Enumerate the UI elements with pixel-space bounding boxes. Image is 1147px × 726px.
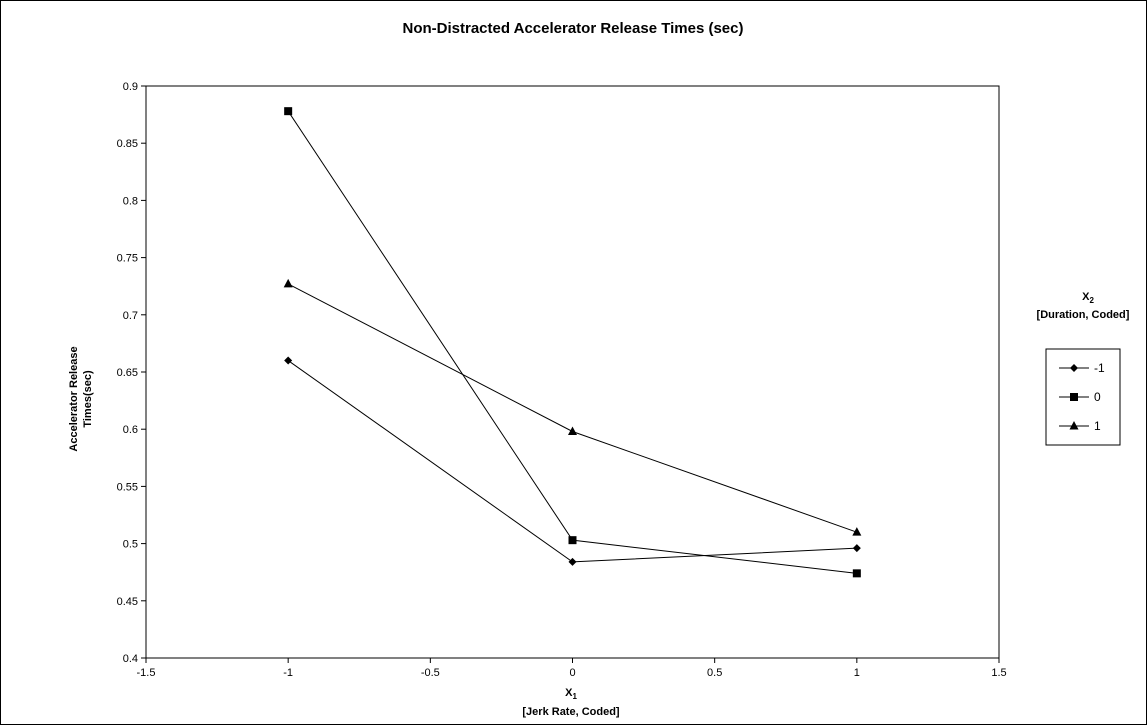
y-tick-label: 0.55 (117, 481, 138, 493)
legend-title-main: X (1082, 291, 1090, 303)
legend-title-detail: [Duration, Coded] (1037, 309, 1130, 321)
x-tick-label: -1.5 (137, 667, 156, 679)
legend-item: 0 (1059, 390, 1101, 404)
legend-title-sub: 2 (1089, 296, 1094, 305)
data-point-triangle (568, 426, 577, 435)
series-layer (283, 107, 862, 578)
legend-marker-diamond (1070, 364, 1078, 372)
legend-title: X2 (1082, 291, 1094, 305)
x-tick-label: -1 (283, 667, 293, 679)
y-tick-label: 0.8 (123, 195, 138, 207)
legend-item: -1 (1059, 361, 1105, 375)
y-axis-label-line2: Times(sec) (82, 370, 94, 428)
series-diamond (284, 356, 861, 566)
ticks: 0.4 0.45 0.5 0.55 0.6 0.65 0.7 0.75 0.8 0.85 0.9 -1… (117, 81, 1007, 679)
data-point-diamond (568, 557, 577, 566)
plot-area (145, 85, 1000, 659)
legend: -1 0 1 (1045, 348, 1121, 446)
y-tick-label: 0.4 (123, 653, 138, 665)
y-tick-label: 0.45 (117, 596, 138, 608)
x-tick-label: 0.5 (707, 667, 722, 679)
x-tick-label: 0 (569, 667, 575, 679)
x-axis-label: X1 (565, 687, 577, 701)
y-tick-label: 0.7 (123, 310, 138, 322)
legend-label: 0 (1094, 390, 1101, 404)
y-tick-label: 0.65 (117, 367, 138, 379)
data-point-triangle (852, 527, 862, 536)
x-tick-label: -0.5 (421, 667, 440, 679)
data-point-square (568, 536, 577, 545)
legend-marker-square (1070, 393, 1078, 401)
data-point-diamond (284, 356, 293, 365)
data-point-triangle (283, 278, 293, 288)
x-tick-label: 1 (854, 667, 860, 679)
series-square (284, 107, 861, 578)
y-tick-label: 0.9 (123, 81, 138, 93)
x-axis-label-detail: [Jerk Rate, Coded] (522, 706, 620, 718)
y-tick-label: 0.75 (117, 253, 138, 265)
axes (145, 85, 1000, 659)
data-point-square (284, 107, 293, 116)
legend-label: -1 (1094, 361, 1105, 375)
y-tick-label: 0.85 (117, 138, 138, 150)
legend-marker-triangle (1069, 421, 1079, 430)
series-triangle (283, 278, 862, 536)
legend-item: 1 (1059, 419, 1101, 433)
y-tick-label: 0.6 (123, 424, 138, 436)
chart-title: Non-Distracted Accelerator Release Times… (403, 20, 744, 37)
x-tick-label: 1.5 (991, 667, 1006, 679)
legend-label: 1 (1094, 419, 1101, 433)
x-axis-label-main: X (565, 687, 573, 699)
data-point-diamond (852, 544, 861, 553)
data-point-square (852, 569, 861, 578)
y-axis-label-line1: Accelerator Release (68, 346, 80, 451)
y-tick-label: 0.5 (123, 539, 138, 551)
x-axis-label-sub: 1 (572, 692, 577, 701)
